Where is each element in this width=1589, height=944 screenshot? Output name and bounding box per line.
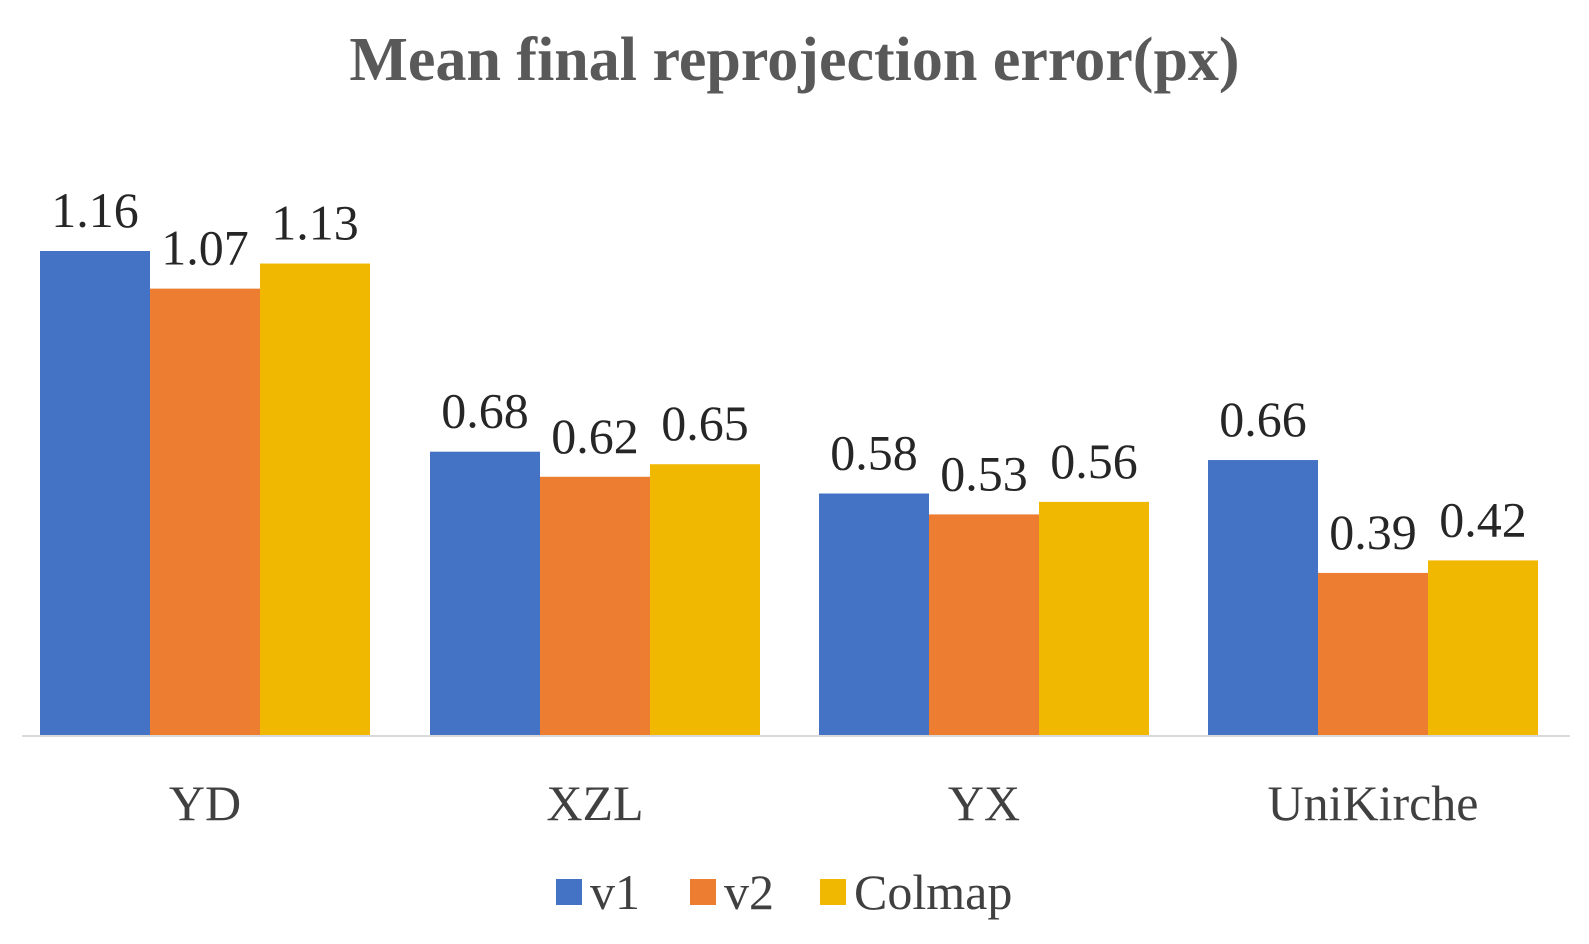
- data-label-v1-yd: 1.16: [51, 182, 139, 238]
- data-label-v2-yx: 0.53: [940, 445, 1028, 501]
- bar-colmap-yx: [1039, 501, 1149, 736]
- legend: v1 v2 Colmap: [556, 864, 1012, 920]
- bar-v1-yd: [40, 251, 150, 736]
- bar-v2-yx: [929, 514, 1039, 736]
- legend-swatch-v2: [690, 879, 716, 905]
- data-label-v2-xzl: 0.62: [551, 408, 639, 464]
- data-labels-layer: 1.16 1.07 1.13 0.68 0.62 0.65 0.58 0.53 0.56 0.66…: [51, 182, 1527, 560]
- data-label-colmap-yx: 0.56: [1050, 433, 1138, 489]
- chart-title: Mean final reprojection error(px): [349, 26, 1239, 94]
- bar-colmap-unikirche: [1428, 560, 1538, 736]
- data-label-colmap-yd: 1.13: [271, 195, 359, 251]
- legend-label-colmap: Colmap: [854, 864, 1012, 920]
- bar-v2-unikirche: [1318, 572, 1428, 736]
- category-label-yd: YD: [169, 775, 241, 831]
- bar-v1-xzl: [430, 451, 540, 736]
- data-label-v1-unikirche: 0.66: [1219, 391, 1307, 447]
- legend-label-v1: v1: [590, 864, 640, 920]
- bar-colmap-yd: [260, 263, 370, 736]
- category-labels-layer: YD XZL YX UniKirche: [169, 775, 1479, 831]
- legend-label-v2: v2: [724, 864, 774, 920]
- data-label-v1-yx: 0.58: [830, 425, 918, 481]
- data-label-colmap-xzl: 0.65: [661, 395, 749, 451]
- category-label-yx: YX: [948, 775, 1020, 831]
- legend-swatch-colmap: [820, 879, 846, 905]
- category-label-xzl: XZL: [546, 775, 643, 831]
- bar-colmap-xzl: [650, 464, 760, 736]
- data-label-v2-unikirche: 0.39: [1329, 504, 1417, 560]
- data-label-colmap-unikirche: 0.42: [1439, 491, 1527, 547]
- bar-v1-unikirche: [1208, 460, 1318, 736]
- category-label-unikirche: UniKirche: [1267, 775, 1478, 831]
- bar-v1-yx: [819, 493, 929, 736]
- bar-v2-xzl: [540, 476, 650, 736]
- data-label-v2-yd: 1.07: [161, 220, 249, 276]
- legend-swatch-v1: [556, 879, 582, 905]
- bar-v2-yd: [150, 288, 260, 736]
- data-label-v1-xzl: 0.68: [441, 383, 529, 439]
- bars-layer: [40, 251, 1538, 736]
